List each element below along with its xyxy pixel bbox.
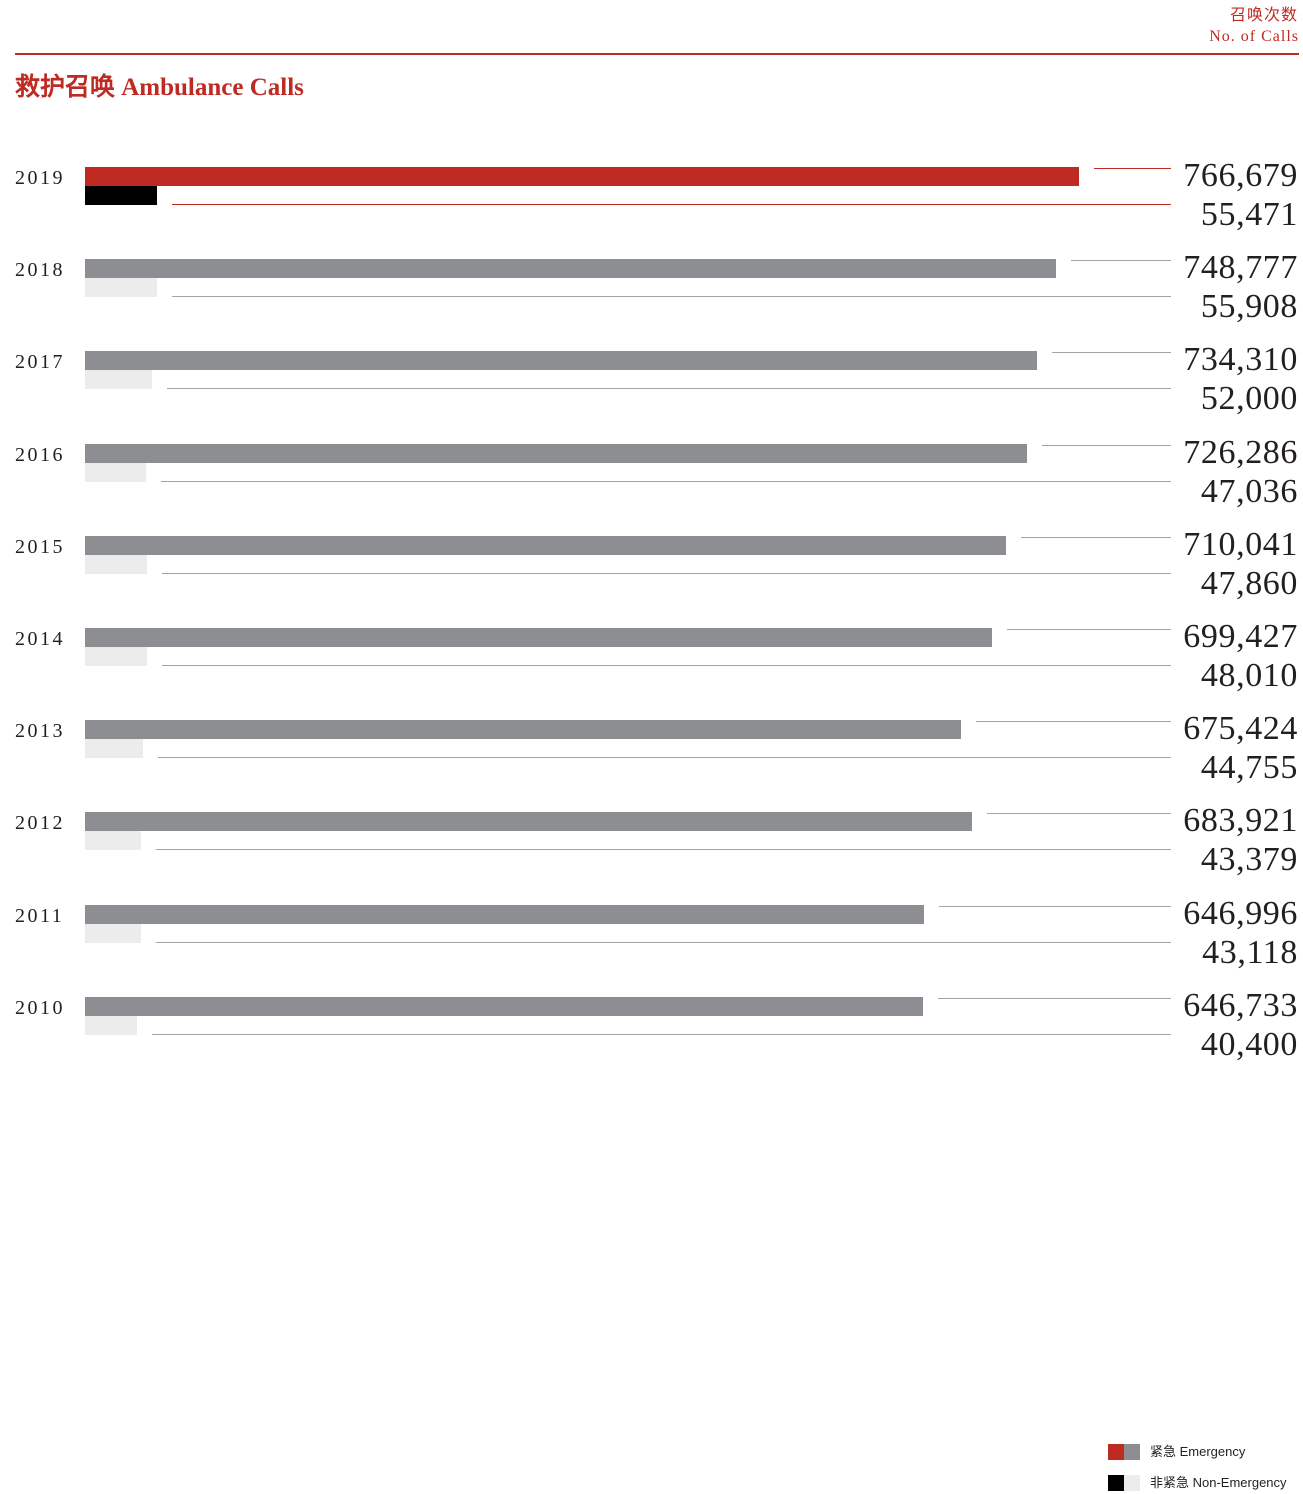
legend-swatch-highlight-non-emergency [1108,1475,1124,1491]
emergency-leader-line [976,721,1171,722]
non-emergency-leader-line [172,204,1171,205]
emergency-value-label: 675,424 [1183,710,1298,747]
emergency-bar [85,812,972,831]
emergency-bar [85,997,923,1016]
non-emergency-value-label: 40,400 [1200,1026,1298,1063]
emergency-bar [85,905,924,924]
non-emergency-value-label: 48,010 [1200,657,1298,694]
non-emergency-bar [85,278,157,297]
non-emergency-bar [85,186,157,205]
non-emergency-leader-line [162,665,1171,666]
non-emergency-value-label: 43,118 [1202,934,1298,971]
year-label: 2012 [15,812,65,834]
emergency-bar [85,536,1006,555]
non-emergency-leader-line [158,757,1171,758]
non-emergency-value-label: 52,000 [1200,380,1298,417]
emergency-leader-line [939,906,1171,907]
legend-label-non-emergency: 非紧急 Non-Emergency [1150,1475,1287,1490]
year-label: 2010 [15,997,65,1019]
non-emergency-value-label: 44,755 [1200,749,1298,786]
non-emergency-bar [85,924,141,943]
emergency-value-label: 646,733 [1183,987,1298,1024]
year-label: 2016 [15,444,65,466]
emergency-value-label: 726,286 [1183,434,1298,471]
year-label: 2019 [15,167,65,189]
emergency-value-label: 646,996 [1183,895,1298,932]
non-emergency-value-label: 47,860 [1200,565,1298,602]
emergency-bar [85,351,1037,370]
non-emergency-value-label: 47,036 [1200,473,1298,510]
emergency-value-label: 710,041 [1183,526,1298,563]
year-label: 2011 [15,905,65,927]
non-emergency-leader-line [152,1034,1171,1035]
legend-item-non-emergency: 非紧急 Non-Emergency [1108,1475,1287,1491]
emergency-bar [85,167,1079,186]
non-emergency-value-label: 55,908 [1200,288,1298,325]
emergency-bar [85,444,1027,463]
emergency-value-label: 683,921 [1183,802,1298,839]
emergency-leader-line [987,813,1171,814]
emergency-leader-line [938,998,1171,999]
non-emergency-leader-line [172,296,1171,297]
legend-swatch-emergency [1124,1444,1140,1460]
emergency-leader-line [1052,352,1171,353]
unit-label-en: No. of Calls [1209,28,1299,45]
chart-title: 救护召唤 Ambulance Calls [15,74,304,101]
emergency-leader-line [1021,537,1171,538]
non-emergency-bar [85,831,141,850]
emergency-bar [85,259,1056,278]
legend-label-emergency: 紧急 Emergency [1150,1444,1246,1459]
non-emergency-leader-line [167,388,1171,389]
emergency-leader-line [1042,445,1171,446]
year-label: 2017 [15,351,65,373]
non-emergency-leader-line [156,942,1171,943]
non-emergency-value-label: 43,379 [1200,841,1298,878]
emergency-bar [85,628,992,647]
emergency-value-label: 766,679 [1183,157,1298,194]
unit-label-zh: 召唤次数 [1229,7,1298,24]
non-emergency-leader-line [161,481,1171,482]
non-emergency-bar [85,555,147,574]
emergency-leader-line [1007,629,1171,630]
legend-swatch-non-emergency [1124,1475,1140,1491]
non-emergency-bar [85,370,152,389]
emergency-bar [85,720,961,739]
emergency-value-label: 699,427 [1183,618,1298,655]
year-label: 2018 [15,259,65,281]
emergency-leader-line [1071,260,1171,261]
legend-swatch-highlight-emergency [1108,1444,1124,1460]
non-emergency-leader-line [162,573,1171,574]
legend: 紧急 Emergency 非紧急 Non-Emergency [1108,1444,1298,1492]
emergency-leader-line [1094,168,1171,169]
emergency-value-label: 748,777 [1183,249,1298,286]
non-emergency-leader-line [156,849,1171,850]
header-rule [15,53,1299,55]
non-emergency-bar [85,647,147,666]
non-emergency-bar [85,739,143,758]
non-emergency-bar [85,1016,137,1035]
year-label: 2014 [15,628,65,650]
emergency-value-label: 734,310 [1183,341,1298,378]
year-label: 2013 [15,720,65,742]
non-emergency-bar [85,463,146,482]
year-label: 2015 [15,536,65,558]
non-emergency-value-label: 55,471 [1200,196,1298,233]
legend-item-emergency: 紧急 Emergency [1108,1444,1245,1460]
bar-chart: 2019 766,679 55,471 2018 748,777 55,908 2017 73… [15,157,1298,1063]
